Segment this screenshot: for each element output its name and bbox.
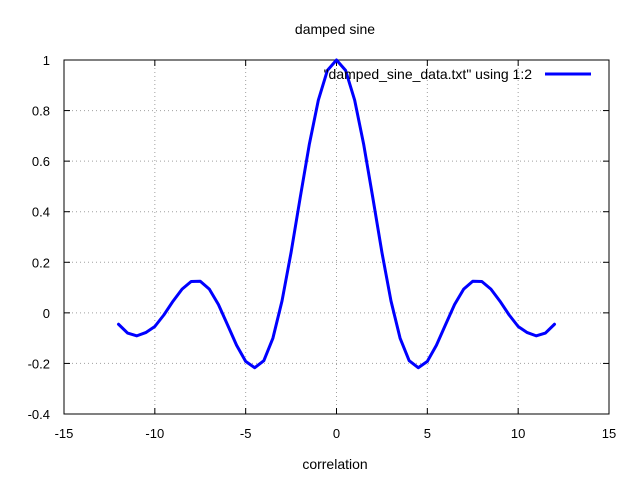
y-tick-label: 0 <box>43 306 50 321</box>
x-tick-label: -15 <box>55 426 74 441</box>
y-tick-label: 1 <box>43 53 50 68</box>
legend-label: "damped_sine_data.txt" using 1:2 <box>324 66 533 82</box>
y-tick-labels: -0.4 -0.2 0 0.2 0.4 0.6 0.8 1 <box>28 53 50 422</box>
grid <box>64 60 609 414</box>
y-tick-label: 0.2 <box>32 255 50 270</box>
chart-title: damped sine <box>295 21 375 37</box>
x-tick-label: 10 <box>511 426 525 441</box>
x-tick-label: 5 <box>424 426 431 441</box>
x-tick-labels: -15 -10 -5 0 5 10 15 <box>55 426 617 441</box>
y-tick-label: 0.8 <box>32 104 50 119</box>
y-tick-label: 0.6 <box>32 154 50 169</box>
y-tick-label: -0.4 <box>28 407 50 422</box>
x-tick-label: 0 <box>333 426 340 441</box>
x-tick-label: -5 <box>240 426 252 441</box>
x-axis-label: correlation <box>302 456 367 472</box>
x-tick-label: -10 <box>145 426 164 441</box>
x-tick-label: 15 <box>602 426 616 441</box>
y-tick-label: -0.2 <box>28 356 50 371</box>
axis-ticks <box>63 59 610 415</box>
y-tick-label: 0.4 <box>32 205 50 220</box>
series-line-damped-sine <box>117 58 556 370</box>
